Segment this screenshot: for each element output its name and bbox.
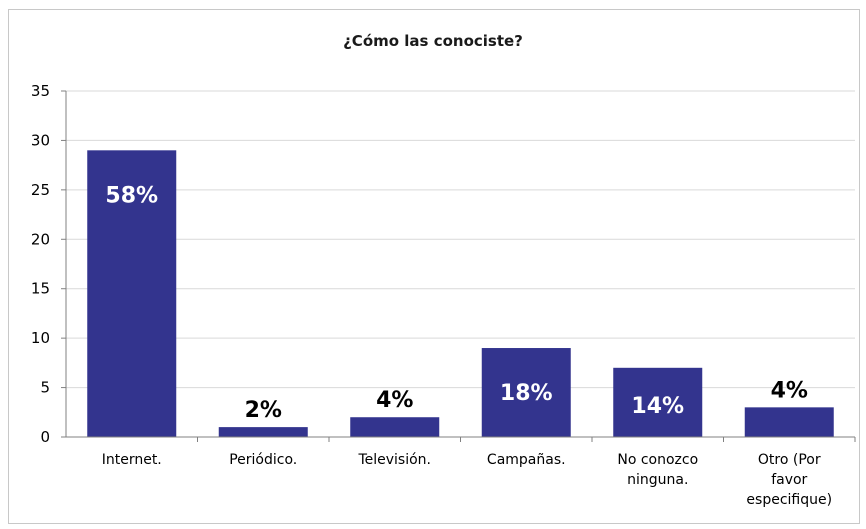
data-label: 18% [500,381,553,406]
x-tick-label: Televisión. [357,452,431,468]
axes [61,90,856,442]
x-tick-label: Internet. [102,452,162,468]
x-tick-label: No conozco ninguna. [617,452,698,488]
data-label: 4% [376,388,413,413]
data-label: 58% [105,183,158,208]
data-label: 4% [771,378,808,403]
gridlines [66,90,855,389]
labels: 0 5 10 15 20 25 30 35 Internet. 58% Periódico. 2% Te… [31,82,832,508]
bar [744,407,834,437]
bar [87,150,177,438]
y-tick-label: 5 [40,379,50,397]
y-tick-label: 35 [31,82,50,100]
y-tick-label: 10 [31,329,50,347]
y-tick-label: 0 [40,428,50,446]
bar [481,348,571,437]
x-tick-label: Periódico. [229,452,297,468]
y-tick-label: 30 [31,131,50,149]
bar [218,427,308,437]
chart-title: ¿Cómo las conociste? [343,32,523,50]
data-label: 2% [245,398,282,423]
bar [350,417,440,437]
y-tick-label: 25 [31,181,50,199]
y-tick-label: 20 [31,230,50,248]
x-tick-label: Otro (Por favor especifique) [746,452,832,508]
data-label: 14% [631,394,684,419]
bar [613,367,703,437]
x-tick-label: Campañas. [487,452,566,468]
bars [87,150,834,438]
y-tick-label: 15 [31,280,50,298]
